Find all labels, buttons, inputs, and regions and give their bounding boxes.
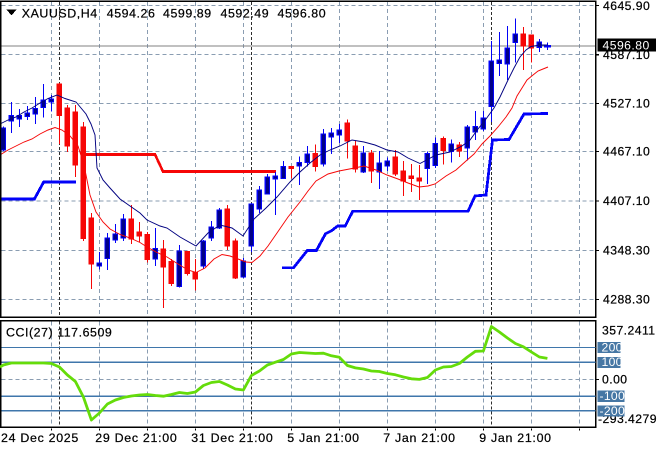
svg-text:9 Jan 21:00: 9 Jan 21:00 bbox=[479, 431, 551, 445]
svg-text:4407.10: 4407.10 bbox=[603, 194, 650, 208]
svg-text:24 Dec 2025: 24 Dec 2025 bbox=[1, 431, 79, 445]
svg-text:-100: -100 bbox=[600, 389, 626, 403]
svg-text:XAUUSD,H4: XAUUSD,H4 bbox=[22, 6, 98, 20]
svg-text:4596.80: 4596.80 bbox=[278, 6, 327, 20]
svg-text:4467.10: 4467.10 bbox=[603, 145, 650, 159]
svg-text:4592.49: 4592.49 bbox=[221, 6, 270, 20]
svg-text:4599.89: 4599.89 bbox=[163, 6, 212, 20]
svg-text:200: 200 bbox=[602, 340, 623, 354]
svg-text:7 Jan 21:00: 7 Jan 21:00 bbox=[383, 431, 455, 445]
svg-text:0.00: 0.00 bbox=[602, 373, 628, 387]
svg-text:CCI(27) 117.6509: CCI(27) 117.6509 bbox=[6, 325, 112, 339]
svg-text:5 Jan 21:00: 5 Jan 21:00 bbox=[287, 431, 359, 445]
svg-text:4348.30: 4348.30 bbox=[603, 244, 650, 258]
svg-text:4527.10: 4527.10 bbox=[603, 97, 650, 111]
svg-text:31 Dec 21:00: 31 Dec 21:00 bbox=[191, 431, 273, 445]
svg-text:-200: -200 bbox=[600, 404, 626, 418]
svg-text:4645.90: 4645.90 bbox=[603, 0, 650, 13]
svg-text:4596.80: 4596.80 bbox=[603, 38, 650, 52]
svg-text:4288.30: 4288.30 bbox=[603, 293, 650, 307]
svg-text:357.2411: 357.2411 bbox=[602, 323, 656, 337]
svg-text:4594.26: 4594.26 bbox=[107, 6, 156, 20]
svg-text:29 Dec 21:00: 29 Dec 21:00 bbox=[95, 431, 177, 445]
svg-text:100: 100 bbox=[602, 355, 623, 369]
